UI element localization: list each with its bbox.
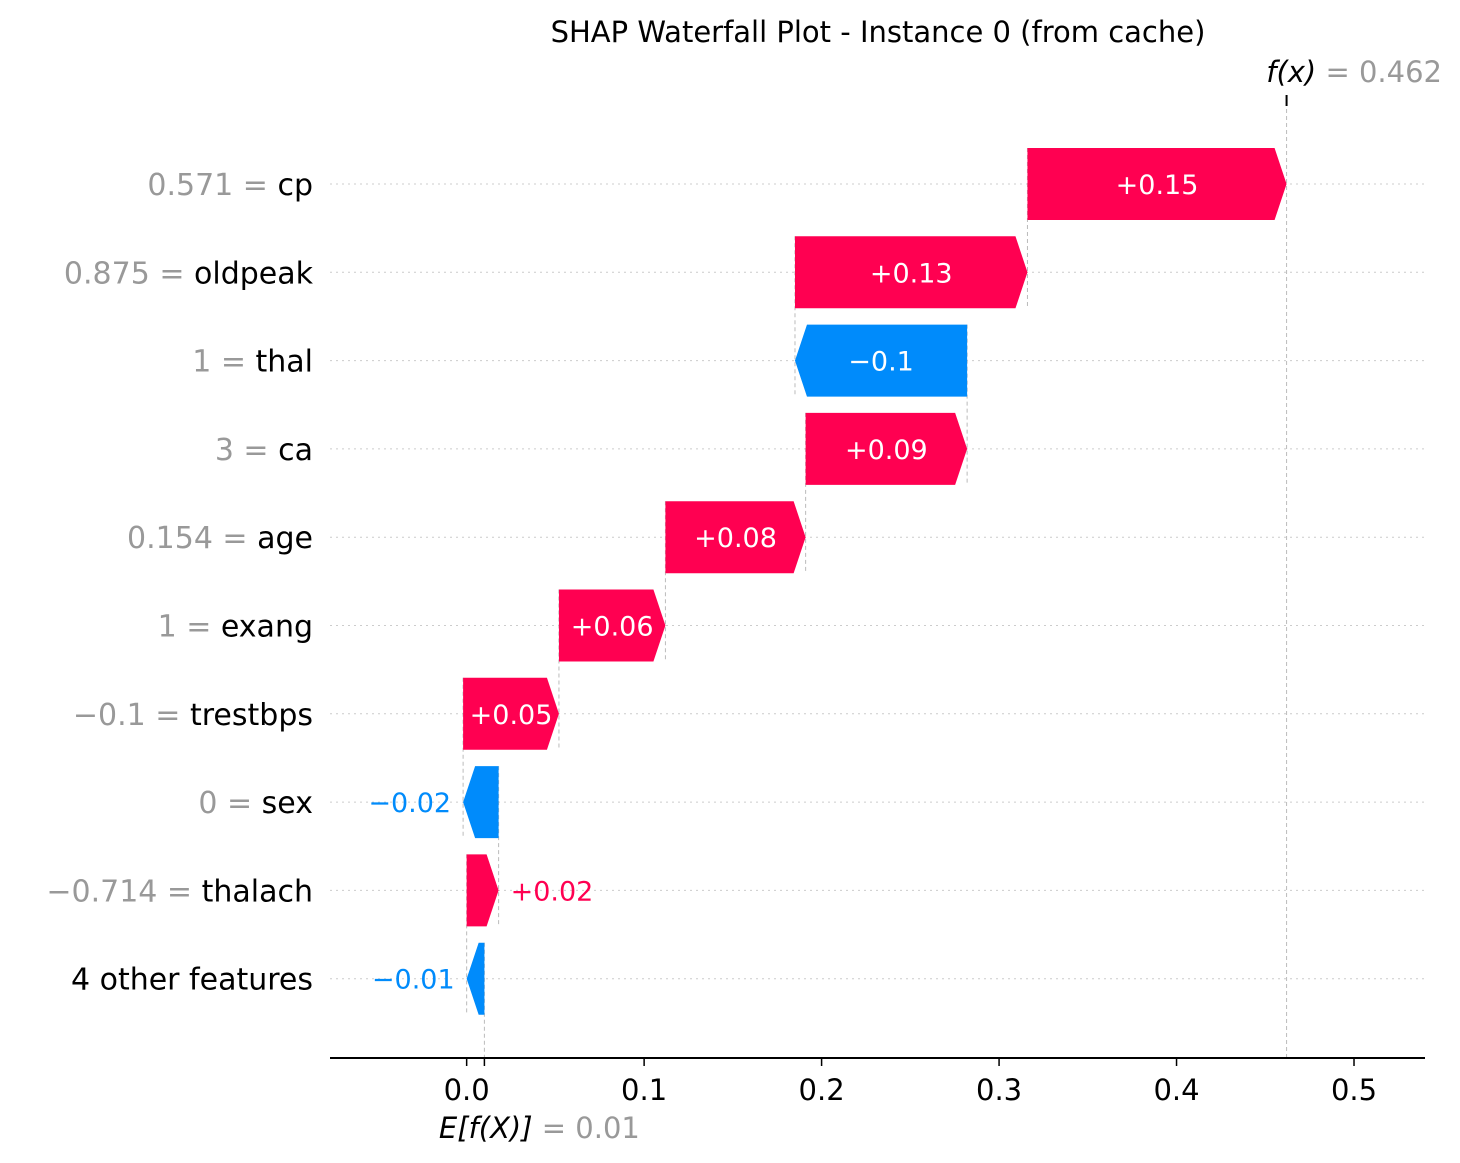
bar-value-label: +0.02 xyxy=(511,876,594,907)
x-tick-label: 0.3 xyxy=(976,1073,1022,1107)
x-tick-label: 0.0 xyxy=(444,1073,490,1107)
bar-value-label: +0.15 xyxy=(1116,170,1199,201)
bar-thalach xyxy=(466,854,499,927)
bars: +0.15 +0.13 −0.1 +0.09 +0.08 +0.06 +0.05 −0.02 +… xyxy=(368,148,1287,1015)
bar-value-label: +0.05 xyxy=(470,700,553,731)
bar-value-label: +0.09 xyxy=(845,435,928,466)
bar-value-label: +0.08 xyxy=(694,523,777,554)
bar-exang xyxy=(558,589,666,662)
bar-ca xyxy=(805,412,968,485)
bar-value-label: −0.1 xyxy=(848,347,914,378)
feature-label: 0 = sex xyxy=(198,786,313,821)
x-axis: 0.0 0.1 0.2 0.3 0.4 0.5 xyxy=(330,1057,1425,1107)
feature-label: −0.714 = thalach xyxy=(46,874,313,909)
bar-sex xyxy=(463,766,499,839)
value-annotations: E[f(X)] = 0.01 f(x) = 0.462 xyxy=(439,55,1442,1145)
bar-value-label: +0.13 xyxy=(870,258,953,289)
bar-4-other-features xyxy=(466,942,485,1015)
guide-lines xyxy=(462,95,1288,1058)
x-tick-label: 0.5 xyxy=(1331,1073,1377,1107)
feature-label: 1 = exang xyxy=(158,610,313,645)
bar-cp xyxy=(1027,148,1287,220)
x-tick-label: 0.2 xyxy=(799,1073,845,1107)
bar-age xyxy=(665,501,806,574)
base-value-annotation: E[f(X)] = 0.01 xyxy=(439,1111,640,1145)
feature-label: 3 = ca xyxy=(215,433,313,468)
feature-label: 4 other features xyxy=(71,963,313,998)
feature-label: 0.875 = oldpeak xyxy=(64,256,314,291)
x-tick-label: 0.1 xyxy=(621,1073,667,1107)
feature-label: 0.571 = cp xyxy=(147,168,313,203)
feature-labels: 0.571 = cp 0.875 = oldpeak 1 = thal 3 = ca 0… xyxy=(46,168,313,998)
x-tick-label: 0.4 xyxy=(1153,1073,1199,1107)
bar-trestbps xyxy=(463,677,559,750)
bar-value-label: +0.06 xyxy=(571,612,654,643)
feature-label: 1 = thal xyxy=(192,345,313,380)
chart-title: SHAP Waterfall Plot - Instance 0 (from c… xyxy=(551,15,1206,49)
bar-thal xyxy=(794,324,968,397)
bar-oldpeak xyxy=(794,236,1028,309)
bar-value-label: −0.01 xyxy=(372,965,455,996)
feature-label: 0.154 = age xyxy=(127,521,313,556)
bar-value-label: −0.02 xyxy=(368,788,451,819)
feature-label: −0.1 = trestbps xyxy=(73,698,313,733)
output-value-annotation: f(x) = 0.462 xyxy=(1266,55,1442,89)
